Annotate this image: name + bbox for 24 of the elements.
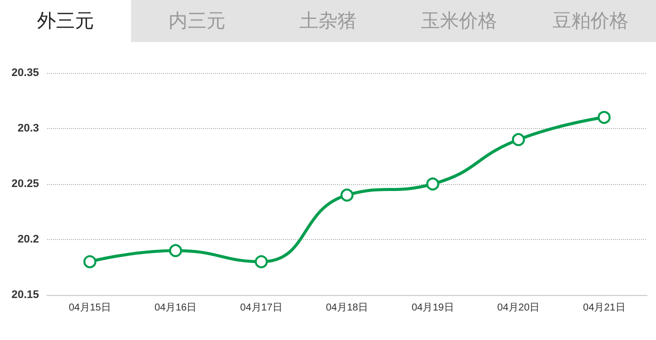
x-tick-label: 04月15日: [68, 302, 111, 314]
x-tick-label: 04月21日: [583, 302, 626, 314]
tab[interactable]: 外三元: [0, 0, 132, 42]
point: [512, 133, 525, 146]
tab[interactable]: 土杂猪: [262, 0, 394, 42]
point: [83, 255, 96, 268]
y-tick-label: 20.25: [11, 178, 39, 190]
tab[interactable]: 豆粕价格: [524, 0, 656, 42]
x-tick-label: 04月18日: [326, 302, 368, 314]
y-tick-label: 20.2: [18, 234, 39, 246]
point: [426, 178, 440, 190]
point: [169, 244, 182, 258]
y-tick-label: 20.3: [18, 122, 39, 134]
x-tick-label: 04月17日: [240, 302, 282, 314]
x-tick-label: 04月20日: [497, 302, 540, 314]
x-tick-label: 04月16日: [154, 302, 197, 314]
tab[interactable]: 玉米价格: [394, 0, 525, 42]
point: [340, 188, 354, 202]
point: [254, 255, 268, 268]
tab[interactable]: 内三元: [131, 0, 262, 42]
x-tick-label: 04月19日: [412, 302, 454, 314]
y-tick-label: 20.15: [11, 289, 39, 301]
y-tick-label: 20.35: [11, 67, 39, 79]
point: [598, 110, 611, 124]
